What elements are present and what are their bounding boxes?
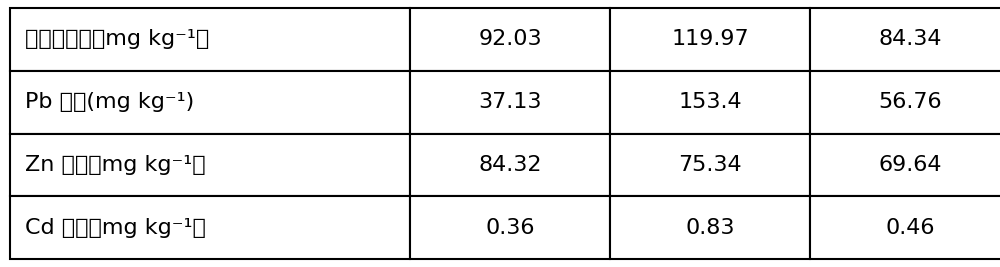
Bar xyxy=(10,8,410,71)
Text: 119.97: 119.97 xyxy=(671,29,749,49)
Text: 75.34: 75.34 xyxy=(678,155,742,175)
Bar xyxy=(10,196,410,259)
Text: 153.4: 153.4 xyxy=(678,92,742,112)
Bar xyxy=(410,134,610,196)
Text: 0.46: 0.46 xyxy=(885,218,935,238)
Text: 92.03: 92.03 xyxy=(478,29,542,49)
Bar xyxy=(810,8,1000,71)
Text: 速效钒含量（mg kg⁻¹）: 速效钒含量（mg kg⁻¹） xyxy=(25,29,209,49)
Bar xyxy=(610,134,810,196)
Text: 37.13: 37.13 xyxy=(478,92,542,112)
Bar xyxy=(410,71,610,134)
Bar xyxy=(410,8,610,71)
Text: 84.34: 84.34 xyxy=(878,29,942,49)
Text: 69.64: 69.64 xyxy=(878,155,942,175)
Bar xyxy=(810,196,1000,259)
Text: Zn 全量（mg kg⁻¹）: Zn 全量（mg kg⁻¹） xyxy=(25,155,206,175)
Bar xyxy=(610,196,810,259)
Bar xyxy=(10,71,410,134)
Text: Cd 全量（mg kg⁻¹）: Cd 全量（mg kg⁻¹） xyxy=(25,218,206,238)
Text: Pb 全量(mg kg⁻¹): Pb 全量(mg kg⁻¹) xyxy=(25,92,194,112)
Text: 84.32: 84.32 xyxy=(478,155,542,175)
Bar xyxy=(610,71,810,134)
Bar xyxy=(810,134,1000,196)
Bar xyxy=(610,8,810,71)
Text: 56.76: 56.76 xyxy=(878,92,942,112)
Bar xyxy=(10,134,410,196)
Bar xyxy=(810,71,1000,134)
Text: 0.83: 0.83 xyxy=(685,218,735,238)
Text: 0.36: 0.36 xyxy=(485,218,535,238)
Bar xyxy=(410,196,610,259)
